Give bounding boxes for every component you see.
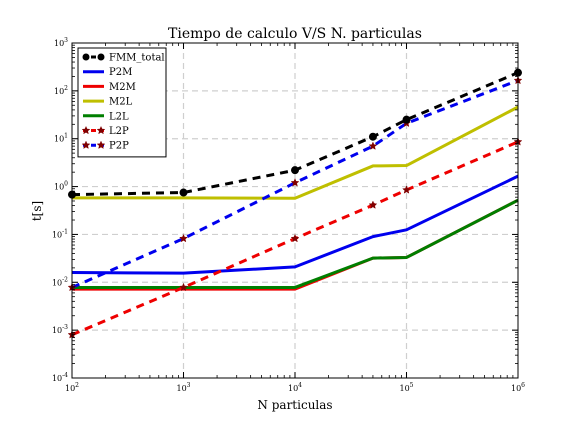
data-point-marker [402,115,411,124]
legend-label: L2L [109,111,129,122]
x-tick-label: 105 [399,382,413,393]
series-line [71,71,519,197]
y-tick-label: 103 [54,37,68,48]
data-point-marker [290,233,300,243]
chart-title: Tiempo de calculo V/S N. particulas [168,26,422,42]
x-tick-label: 106 [511,382,525,393]
series-l2l [72,198,519,289]
series-line [71,79,519,289]
y-tick-label: 10-1 [52,228,68,239]
y-axis-label: t[s] [30,201,44,221]
legend-label: M2L [109,97,133,108]
data-point-marker [96,125,106,135]
data-point-marker [82,53,90,61]
legend-label: P2P [109,141,129,152]
series-lines [67,68,523,339]
series-line [72,105,519,200]
data-point-marker [368,141,378,150]
legend-label: FMM_total [109,53,165,64]
series-line [71,140,519,337]
y-tick-label: 100 [54,181,68,192]
data-point-marker [81,125,91,135]
data-point-marker [368,132,377,141]
data-point-marker [179,188,188,197]
series-p2m [71,174,519,275]
legend-item: M2M [83,82,136,93]
data-point-marker [368,200,378,209]
data-point-marker [179,282,188,292]
data-point-marker [97,53,105,61]
data-point-marker [291,166,299,175]
legend-item: FMM_total [82,53,165,64]
series-fmm-total [68,68,522,199]
axis-ticks: 102 103 104 105 106 10-4 10-3 10-2 10-1 100 101 102… [52,37,525,393]
legend-item: P2M [83,67,132,78]
y-tick-label: 102 [54,85,68,96]
x-axis-label: N particulas [257,398,332,412]
legend-item: L2L [83,111,129,122]
series-m2l [72,105,519,200]
data-point-marker [96,140,106,149]
x-tick-label: 104 [288,382,302,393]
data-point-marker [179,233,188,243]
legend-label: P2M [109,67,132,78]
x-tick-label: 102 [65,382,79,393]
series-line [72,198,519,289]
y-tick-label: 10-3 [52,324,68,335]
legend-item: M2L [83,97,133,108]
data-point-marker [81,140,91,149]
y-tick-label: 101 [54,133,68,144]
legend-item: L2P [81,125,129,137]
data-point-marker [290,178,300,187]
legend-item: P2P [81,140,129,152]
y-tick-label: 10-4 [52,372,68,383]
legend: FMM_total P2M M2M M2L L2L L2P P2P [77,47,167,158]
series-line [71,174,519,275]
y-tick-label: 10-2 [52,276,68,287]
legend-label: L2P [109,126,129,137]
data-point-marker [402,185,411,194]
legend-label: M2M [109,82,136,93]
x-tick-label: 103 [176,382,190,393]
